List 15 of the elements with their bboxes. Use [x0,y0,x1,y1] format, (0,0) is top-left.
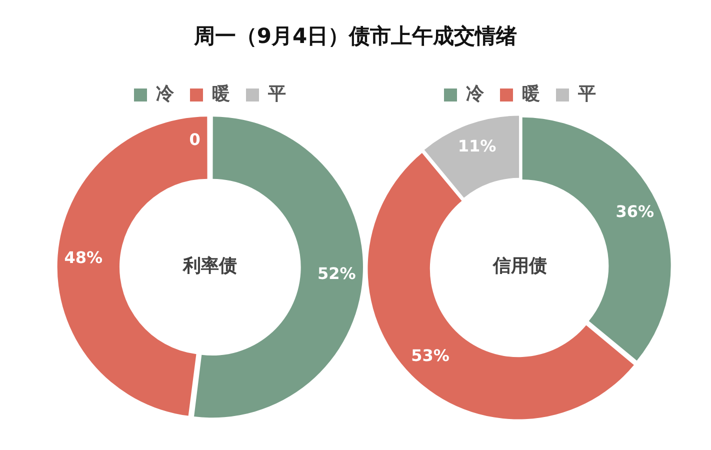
legend-label: 平 [577,84,596,105]
text: 利率债 [182,256,237,277]
legend-label: 冷 [156,84,175,105]
legend-label: 冷 [466,84,485,105]
data-label: 36% [616,202,654,222]
legend-label: 暖 [522,84,540,105]
chart-title: 周一（9月4日）债市上午成交情绪 [192,23,518,50]
data-label: 52% [318,264,356,284]
legend-label: 平 [267,84,286,105]
legend-label: 暖 [212,84,230,105]
data-label: 53% [411,346,450,365]
text: 信用债 [492,256,547,277]
data-label: 48% [64,248,102,268]
data-label: 11% [458,136,496,156]
text: 0 [189,130,200,150]
